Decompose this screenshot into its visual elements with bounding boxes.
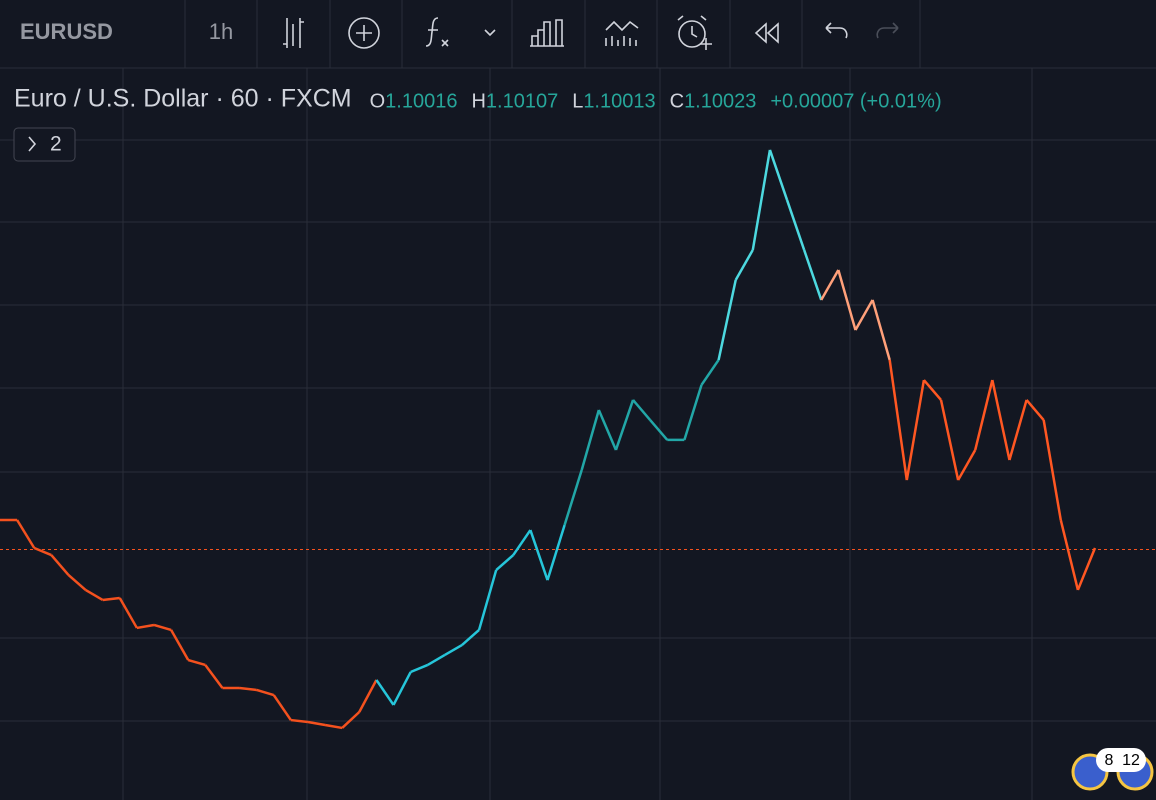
price-segment <box>427 653 446 667</box>
price-segment <box>768 149 789 201</box>
price-segment <box>16 519 36 549</box>
price-segment <box>1025 399 1045 421</box>
ohlc-label: O <box>370 90 386 112</box>
legend: Euro / U.S. Dollar · 60 · FXCM O 1.10016 H… <box>14 85 942 113</box>
grid <box>0 68 1156 800</box>
price-segment <box>580 409 601 471</box>
ohlc-label: H <box>471 90 485 112</box>
price-segment <box>546 524 566 581</box>
chevron-icon[interactable] <box>28 136 37 152</box>
price-segment <box>392 671 412 706</box>
price-segment <box>991 379 1011 461</box>
redo-icon <box>876 22 899 39</box>
price-segment <box>751 149 772 251</box>
alert-icon[interactable] <box>677 15 712 50</box>
interval[interactable]: 1h <box>209 19 233 44</box>
toolbar <box>0 0 1156 68</box>
indicators-toggle[interactable] <box>13 127 76 162</box>
ohlc-value: 1.10107 <box>486 90 558 112</box>
badge-count: 12 <box>1122 752 1140 769</box>
bar-style-icon[interactable] <box>283 18 304 48</box>
ohlc-value: 1.10013 <box>583 90 655 112</box>
price-segment <box>820 269 840 301</box>
price-segment <box>837 269 857 331</box>
price-segment <box>290 718 309 724</box>
price-segment <box>632 399 652 421</box>
price-segment <box>153 623 172 632</box>
price-segment <box>802 249 823 301</box>
price-segment <box>957 449 977 481</box>
price-segment <box>1059 519 1080 591</box>
price-segment <box>136 623 155 630</box>
price-segment <box>905 379 926 481</box>
replay-icon[interactable] <box>754 22 779 44</box>
price-segment <box>854 299 874 331</box>
price-segment <box>871 299 891 361</box>
price-segment <box>1076 547 1097 591</box>
price-segment <box>512 529 532 556</box>
symbol[interactable]: EURUSD <box>20 19 113 44</box>
price-segment <box>939 399 960 481</box>
news-badge[interactable]: 8 12 <box>1071 748 1154 791</box>
price-segment <box>529 529 549 581</box>
price-segment <box>256 688 275 697</box>
price-segment <box>358 679 378 713</box>
price-segment <box>922 379 942 401</box>
price-change: +0.00007 (+0.01%) <box>770 90 941 112</box>
price-segment <box>272 694 292 721</box>
price-segment <box>563 469 583 526</box>
price-segment <box>67 574 87 591</box>
legend-title: Euro / U.S. Dollar · 60 · FXCM <box>14 85 352 113</box>
ohlc-label: L <box>572 90 583 112</box>
price-segment <box>477 569 498 631</box>
price-segment <box>341 711 361 729</box>
price-segment <box>50 554 70 576</box>
undo-icon[interactable] <box>825 22 848 39</box>
price-segment <box>785 199 806 251</box>
compare-icon[interactable] <box>530 19 564 47</box>
price-segment <box>974 379 994 451</box>
strategy-icon[interactable] <box>605 20 639 46</box>
price-segment <box>649 419 669 441</box>
price-segment <box>84 588 104 602</box>
price-segment <box>444 643 463 656</box>
price-segment <box>717 279 737 361</box>
price-segment <box>700 359 720 386</box>
price-segment <box>461 628 480 646</box>
price-segment <box>33 546 52 557</box>
price-segment <box>614 399 635 451</box>
price-segment <box>307 720 326 727</box>
toolbar-separators <box>184 0 921 68</box>
price-segment <box>410 663 429 674</box>
price-segment <box>1008 399 1028 461</box>
ohlc-value: 1.10023 <box>684 90 756 112</box>
price-segment <box>888 359 909 481</box>
indicators-icon[interactable] <box>425 17 496 47</box>
ohlc-label: C <box>670 90 684 112</box>
price-segment <box>734 249 754 281</box>
price-segment <box>683 384 703 441</box>
price-segment <box>495 554 515 571</box>
badge-count: 8 <box>1105 752 1114 769</box>
price-segment <box>239 686 257 692</box>
price-segment <box>204 664 224 689</box>
price-segment <box>597 409 618 451</box>
price-segment <box>102 596 120 602</box>
ohlc-value: 1.10016 <box>385 90 457 112</box>
add-icon[interactable] <box>348 17 380 49</box>
price-segment <box>324 723 343 730</box>
price-segment <box>118 597 138 629</box>
price-segment <box>1042 419 1063 521</box>
indicators-count[interactable]: 2 <box>50 133 62 156</box>
price-segment <box>187 658 206 667</box>
price-segment <box>170 629 190 661</box>
price-segment <box>375 679 395 706</box>
